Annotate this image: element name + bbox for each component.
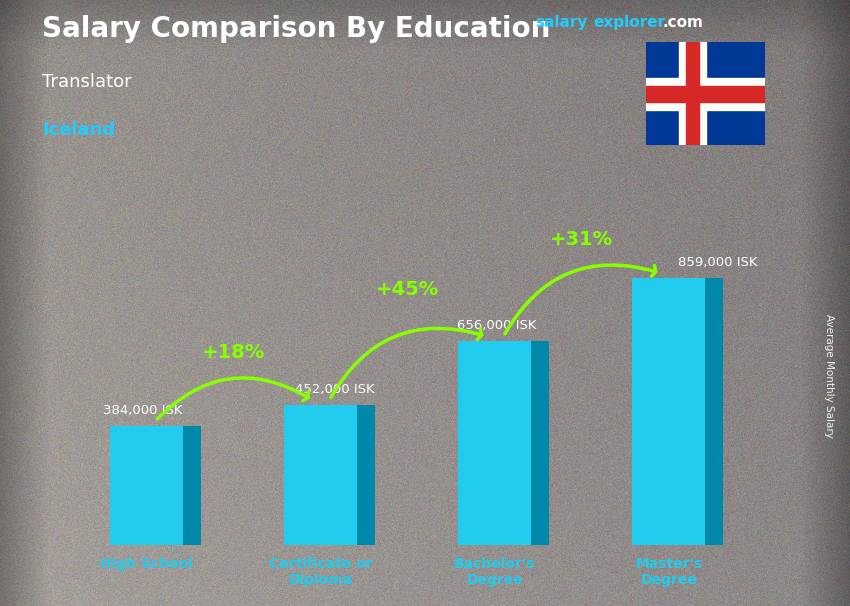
- Polygon shape: [184, 426, 201, 545]
- Bar: [679, 42, 706, 145]
- Text: .com: .com: [663, 15, 704, 30]
- Text: 859,000 ISK: 859,000 ISK: [677, 256, 757, 269]
- Polygon shape: [357, 405, 375, 545]
- Text: 656,000 ISK: 656,000 ISK: [456, 319, 536, 332]
- Polygon shape: [284, 405, 357, 545]
- Text: +18%: +18%: [202, 342, 265, 362]
- Bar: [646, 86, 765, 102]
- Polygon shape: [110, 426, 184, 545]
- Bar: [686, 42, 699, 145]
- Text: 452,000 ISK: 452,000 ISK: [295, 383, 374, 396]
- Text: Iceland: Iceland: [42, 121, 116, 139]
- Text: Average Monthly Salary: Average Monthly Salary: [824, 314, 834, 438]
- Text: Salary Comparison By Education: Salary Comparison By Education: [42, 15, 551, 43]
- Polygon shape: [531, 341, 549, 545]
- Bar: [646, 78, 765, 110]
- Text: +31%: +31%: [550, 230, 614, 250]
- Text: +45%: +45%: [377, 281, 439, 299]
- Text: 384,000 ISK: 384,000 ISK: [103, 404, 183, 417]
- Polygon shape: [706, 278, 722, 545]
- Polygon shape: [632, 278, 706, 545]
- Polygon shape: [458, 341, 531, 545]
- Text: explorer: explorer: [593, 15, 666, 30]
- Text: salary: salary: [536, 15, 588, 30]
- Text: Translator: Translator: [42, 73, 132, 91]
